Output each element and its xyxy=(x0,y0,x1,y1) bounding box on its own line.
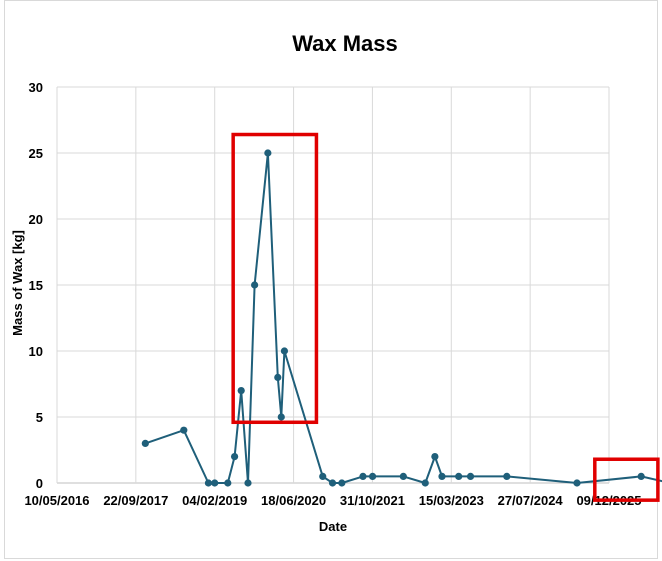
data-point xyxy=(141,439,149,447)
data-point xyxy=(359,472,367,480)
data-point xyxy=(251,281,259,289)
y-tick-label: 5 xyxy=(36,410,43,425)
y-tick-label: 30 xyxy=(29,80,43,95)
data-point xyxy=(421,479,429,487)
data-point xyxy=(264,149,272,157)
series-group xyxy=(141,149,662,487)
data-point xyxy=(503,472,511,480)
y-axis-label: Mass of Wax [kg] xyxy=(10,230,25,336)
data-point xyxy=(466,472,475,480)
y-tick-label: 25 xyxy=(29,146,43,161)
data-point xyxy=(277,413,285,421)
data-point xyxy=(230,453,239,461)
highlight-box xyxy=(593,457,660,502)
data-point xyxy=(180,426,188,434)
grid xyxy=(56,86,610,484)
x-tick-label: 31/10/2021 xyxy=(340,493,405,508)
y-tick-labels: 0 5 10 15 20 25 30 xyxy=(29,80,43,491)
data-point xyxy=(211,479,219,487)
highlight-box xyxy=(231,132,319,425)
chart-title: Wax Mass xyxy=(292,31,398,56)
x-axis-label: Date xyxy=(319,519,347,534)
data-point xyxy=(204,479,213,487)
data-point xyxy=(573,479,581,487)
chart-frame xyxy=(4,0,658,559)
x-tick-label: 10/05/2016 xyxy=(24,493,89,508)
data-point xyxy=(224,479,232,487)
data-point xyxy=(455,472,463,480)
data-point xyxy=(237,387,245,395)
data-point xyxy=(319,472,327,480)
highlight-boxes xyxy=(231,132,660,502)
data-point xyxy=(274,373,282,381)
data-point xyxy=(368,472,377,480)
data-point xyxy=(637,472,645,480)
series-line xyxy=(144,152,662,484)
data-point xyxy=(244,479,252,487)
data-point xyxy=(431,453,439,461)
data-point xyxy=(280,347,289,355)
y-tick-label: 15 xyxy=(29,278,43,293)
x-tick-label: 04/02/2019 xyxy=(182,493,247,508)
y-tick-label: 0 xyxy=(36,476,43,491)
x-tick-label: 27/07/2024 xyxy=(498,493,564,508)
x-tick-labels: 10/05/2016 22/09/2017 04/02/2019 18/06/2020… xyxy=(24,493,641,508)
data-point xyxy=(328,479,337,487)
data-point xyxy=(338,479,346,487)
x-tick-label: 15/03/2023 xyxy=(419,493,484,508)
x-tick-label: 22/09/2017 xyxy=(103,493,168,508)
y-tick-label: 20 xyxy=(29,212,43,227)
data-point xyxy=(399,472,407,480)
data-point xyxy=(438,472,446,480)
x-tick-label: 18/06/2020 xyxy=(261,493,326,508)
y-tick-label: 10 xyxy=(29,344,43,359)
